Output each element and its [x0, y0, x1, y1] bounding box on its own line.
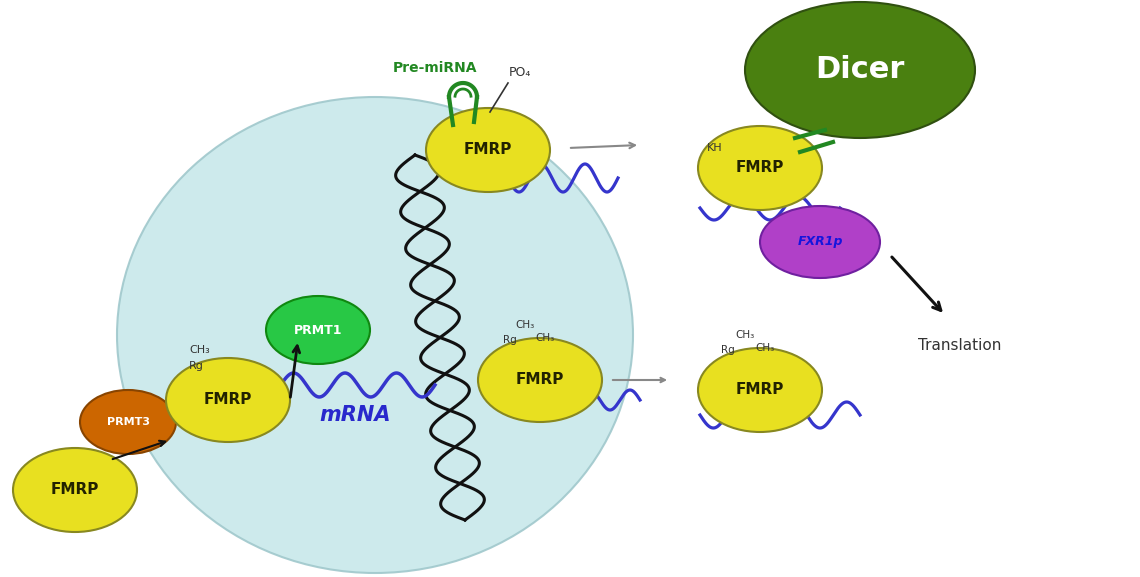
Text: CH₃: CH₃	[515, 320, 535, 330]
Text: Translation: Translation	[919, 338, 1002, 353]
Ellipse shape	[80, 390, 176, 454]
Text: FMRP: FMRP	[51, 482, 99, 497]
Text: CH₃: CH₃	[189, 345, 211, 355]
Text: Rg: Rg	[722, 345, 735, 355]
Ellipse shape	[13, 448, 137, 532]
Text: CH₃: CH₃	[756, 343, 774, 353]
Text: FXR1p: FXR1p	[797, 235, 842, 249]
Ellipse shape	[266, 296, 370, 364]
Text: Rg: Rg	[188, 361, 203, 371]
Text: CH₃: CH₃	[735, 330, 755, 340]
Text: FMRP: FMRP	[464, 143, 512, 158]
Text: FMRP: FMRP	[735, 160, 784, 175]
Text: PRMT1: PRMT1	[294, 324, 342, 336]
Text: FMRP: FMRP	[204, 392, 252, 407]
Text: PRMT3: PRMT3	[106, 417, 149, 427]
Ellipse shape	[166, 358, 290, 442]
Text: Dicer: Dicer	[815, 55, 905, 84]
Text: KH: KH	[707, 143, 723, 153]
Text: mRNA: mRNA	[319, 405, 391, 425]
Ellipse shape	[698, 348, 822, 432]
Ellipse shape	[117, 97, 633, 573]
Text: Pre-miRNA: Pre-miRNA	[393, 61, 478, 75]
Ellipse shape	[746, 2, 975, 138]
Text: FMRP: FMRP	[735, 383, 784, 398]
Text: Rg: Rg	[503, 335, 516, 345]
Text: FMRP: FMRP	[515, 373, 564, 388]
Ellipse shape	[698, 126, 822, 210]
Text: PO₄: PO₄	[508, 66, 531, 80]
Ellipse shape	[426, 108, 549, 192]
Text: CH₃: CH₃	[536, 333, 555, 343]
Ellipse shape	[760, 206, 880, 278]
Ellipse shape	[478, 338, 602, 422]
